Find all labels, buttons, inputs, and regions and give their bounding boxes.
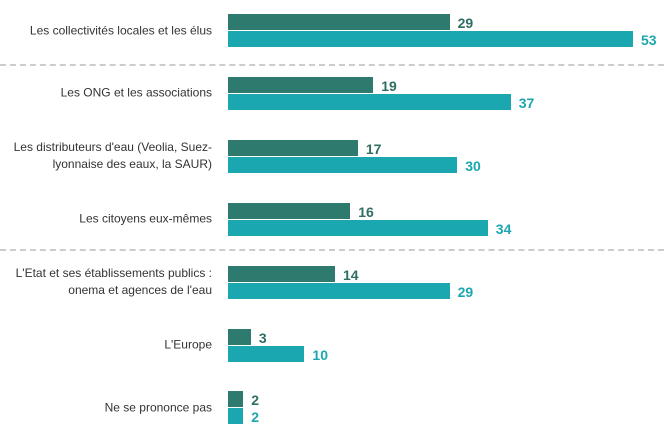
bar [228, 93, 511, 110]
bar [228, 156, 458, 173]
value-label: 14 [342, 266, 359, 283]
value-label: 30 [465, 157, 481, 174]
bar [228, 31, 633, 47]
value-label: 17 [365, 140, 382, 157]
category-label: Les citoyens eux-mêmes [79, 211, 212, 226]
bar [228, 76, 374, 93]
value-label: 19 [381, 77, 397, 94]
separator [0, 64, 664, 66]
bar [228, 265, 335, 282]
bar [228, 139, 358, 156]
bar [228, 282, 450, 299]
category-label: Ne se prononce pas [104, 400, 212, 415]
value-label: 10 [312, 346, 328, 363]
bar [228, 345, 305, 362]
category-label: L'Europe [164, 337, 212, 352]
value-label: 2 [251, 392, 260, 409]
bar [228, 328, 251, 345]
bar [228, 219, 488, 236]
value-label: 2 [251, 409, 260, 425]
bar [228, 202, 351, 219]
category-label: Les ONG et les associations [60, 85, 212, 100]
value-label: 16 [358, 203, 374, 220]
category-label: L'Etat et ses établissements publics : o… [15, 266, 212, 298]
value-label: 3 [258, 329, 267, 346]
value-label: 34 [495, 220, 512, 237]
value-label: 29 [457, 283, 474, 300]
separator [0, 249, 664, 251]
bar [228, 14, 450, 30]
value-label: 37 [518, 94, 535, 111]
value-label: 29 [457, 15, 474, 31]
value-label: 53 [641, 32, 657, 48]
bar [228, 408, 244, 425]
bar [228, 391, 244, 408]
category-label: Les distributeurs d'eau (Veolia, Suez-ly… [13, 140, 212, 172]
category-label: Les collectivités locales et les élus [29, 23, 212, 37]
